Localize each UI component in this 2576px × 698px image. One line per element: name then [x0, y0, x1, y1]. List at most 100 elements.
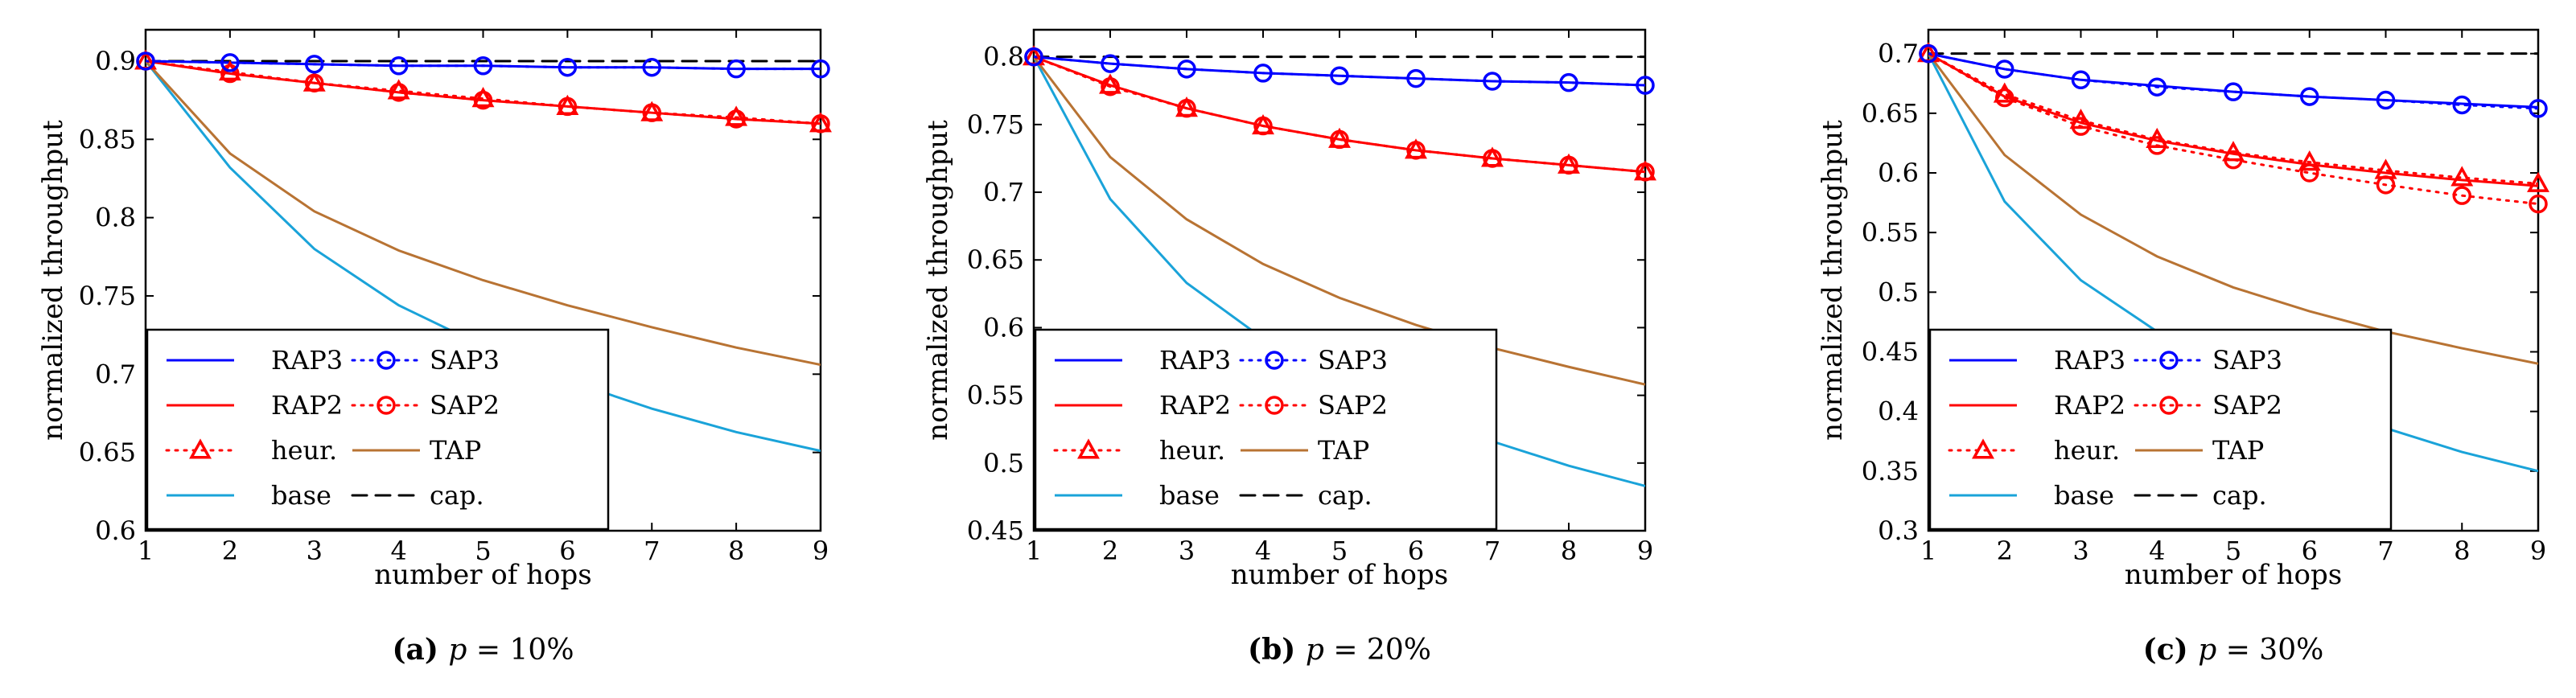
chart-panel-2: 1 2 3 4 5 6 7 8 9 0.45 0.5 0.55 0.6 0.65 0.7 0.75 0.8 num…	[922, 28, 1656, 667]
point-SAP3	[1177, 60, 1196, 79]
point-SAP3	[726, 59, 746, 79]
legend-label: SAP2	[430, 390, 500, 421]
point-SAP3	[2071, 70, 2091, 90]
legend-label: SAP2	[1318, 390, 1388, 421]
point-SAP2	[1177, 98, 1196, 118]
point-SAP3	[2147, 77, 2167, 96]
x-tick-label: 2	[1102, 536, 1118, 566]
x-tick-label: 3	[1179, 536, 1195, 566]
y-tick-label: 0.65	[1862, 98, 1919, 129]
point-SAP2	[2376, 175, 2396, 195]
x-tick-label: 5	[1331, 536, 1348, 566]
x-tick-label: 8	[1561, 536, 1577, 566]
point-SAP2	[1406, 141, 1426, 160]
legend-label: RAP2	[1159, 390, 1231, 421]
legend-marker	[1077, 438, 1100, 459]
series-line-SAP3	[1034, 55, 1645, 87]
point-heur	[2298, 150, 2321, 171]
legend-label: heur.	[1159, 435, 1225, 466]
series-line-heur	[1034, 55, 1645, 174]
legend-label: RAP2	[2054, 390, 2125, 421]
point-SAP2	[1253, 116, 1273, 136]
x-tick-label: 7	[644, 536, 660, 566]
chart-panel-1: 1 2 3 4 5 6 7 8 9 0.6 0.65 0.7 0.75 0.8 0.85 0.9 number …	[37, 28, 832, 667]
legend-label: SAP3	[430, 345, 500, 376]
y-axis-label: normalized throughput	[37, 120, 69, 441]
point-SAP2	[2452, 186, 2471, 205]
point-SAP2	[726, 109, 746, 129]
point-SAP2	[2071, 117, 2091, 136]
x-tick-label: 9	[813, 536, 829, 566]
legend-label: SAP3	[1318, 345, 1388, 376]
legend-marker	[1972, 438, 1994, 459]
legend-marker	[189, 438, 212, 459]
series-line-RAP3	[1928, 52, 2538, 109]
y-tick-label: 0.8	[983, 42, 1024, 72]
y-tick-label: 0.45	[1862, 337, 1919, 367]
y-tick-label: 0.65	[967, 244, 1024, 275]
legend-label: heur.	[271, 435, 337, 466]
y-tick-label: 0.4	[1878, 396, 1919, 427]
point-SAP3	[1995, 60, 2014, 79]
series-line-heur	[1928, 52, 2538, 185]
legend-label: RAP3	[271, 345, 343, 376]
legend-label: SAP2	[2212, 390, 2282, 421]
x-tick-label: 2	[222, 536, 238, 566]
legend: RAP3 SAP3 RAP2 SAP2 heur. TAP base cap.	[1034, 328, 1498, 531]
x-axis-label: number of hops	[1231, 559, 1448, 591]
legend-marker	[377, 351, 396, 370]
x-tick-label: 8	[2454, 536, 2470, 566]
x-tick-label: 6	[559, 536, 575, 566]
point-SAP3	[136, 51, 155, 71]
series-line-RAP3	[1034, 55, 1645, 87]
y-tick-label: 0.5	[1878, 277, 1919, 307]
y-tick-label: 0.75	[967, 109, 1024, 140]
legend-marker	[377, 396, 396, 415]
legend-label: heur.	[2054, 435, 2120, 466]
point-SAP3	[305, 55, 324, 74]
y-tick-label: 0.35	[1862, 456, 1919, 487]
point-SAP3	[473, 56, 493, 76]
point-SAP3	[1024, 47, 1043, 67]
point-SAP2	[811, 114, 830, 133]
point-heur	[2527, 171, 2549, 192]
point-SAP3	[1406, 68, 1426, 88]
legend-label: SAP3	[2212, 345, 2282, 376]
legend: RAP3 SAP3 RAP2 SAP2 heur. TAP base cap.	[146, 328, 610, 531]
plot-lines	[1034, 55, 1645, 487]
point-SAP2	[2300, 163, 2319, 183]
point-SAP3	[1330, 66, 1349, 85]
point-SAP2	[2147, 136, 2167, 155]
legend-label: RAP3	[1159, 345, 1231, 376]
y-axis-label: normalized throughput	[922, 120, 954, 441]
x-tick-label: 8	[728, 536, 744, 566]
x-tick-label: 4	[2149, 536, 2165, 566]
legend-label: base	[271, 480, 331, 511]
point-SAP3	[558, 57, 578, 77]
series-line-heur	[146, 60, 821, 125]
point-SAP3	[1101, 54, 1120, 73]
legend-marker	[1265, 351, 1284, 370]
y-tick-label: 0.45	[967, 515, 1024, 546]
legend-label: base	[1159, 480, 1220, 511]
x-tick-label: 3	[2072, 536, 2088, 566]
legend-label: TAP	[1318, 435, 1369, 466]
point-heur	[725, 105, 748, 126]
point-SAP2	[2529, 194, 2548, 214]
point-SAP3	[389, 56, 409, 76]
point-SAP2	[642, 103, 661, 122]
legend-label: cap.	[2212, 480, 2267, 511]
x-tick-label: 6	[1408, 536, 1424, 566]
point-SAP2	[389, 83, 409, 102]
legend: RAP3 SAP3 RAP2 SAP2 heur. TAP base cap.	[1928, 328, 2393, 531]
x-tick-label: 7	[2377, 536, 2393, 566]
series-line-SAP3	[146, 60, 821, 71]
legend-label: RAP2	[271, 390, 343, 421]
point-SAP3	[1253, 64, 1273, 83]
point-heur	[2450, 166, 2474, 187]
point-heur	[1993, 82, 2016, 103]
point-SAP3	[2529, 99, 2548, 118]
point-heur	[471, 87, 495, 108]
point-SAP2	[1483, 149, 1502, 168]
